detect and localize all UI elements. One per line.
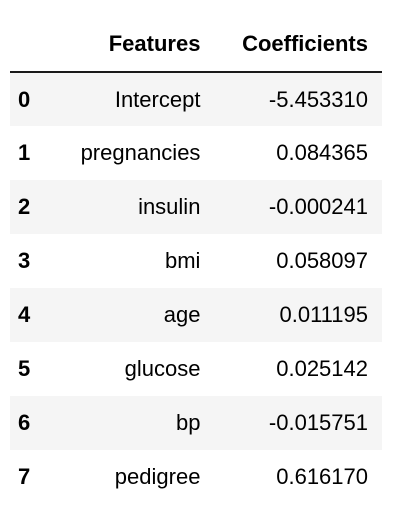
row-index: 6 [18, 410, 31, 435]
feature-cell: Intercept [114, 86, 201, 112]
table-row: 6 bp -0.015751 [10, 396, 382, 450]
feature-cell: bmi [164, 248, 201, 273]
feature-cell: pedigree [114, 464, 201, 489]
row-index: 4 [18, 302, 31, 327]
feature-cell: age [163, 302, 201, 327]
header-row: Features Coefficients [10, 17, 382, 73]
row-index: 2 [18, 194, 31, 219]
index-column-header [10, 17, 59, 73]
coefficient-cell: 0.058097 [276, 248, 368, 273]
feature-cell: pregnancies [80, 140, 201, 165]
coefficients-column-header: Coefficients [214, 17, 382, 73]
coefficient-cell: 0.025142 [276, 356, 368, 381]
row-index: 0 [18, 86, 31, 112]
row-index: 1 [18, 140, 31, 165]
coefficient-cell: -0.000241 [268, 194, 368, 219]
coefficient-cell: 0.011195 [279, 302, 369, 327]
feature-cell: glucose [124, 356, 201, 381]
row-index: 3 [18, 248, 31, 273]
table-row: 0 Intercept -5.453310 [10, 72, 382, 126]
coefficient-cell: -5.453310 [268, 86, 368, 112]
feature-cell: insulin [138, 194, 201, 219]
row-index: 7 [18, 464, 31, 489]
coefficients-table: Features Coefficients 0 Intercept -5.453… [10, 17, 382, 504]
table-header: Features Coefficients [10, 17, 382, 73]
coefficient-cell: 0.616170 [276, 464, 368, 489]
coefficient-cell: -0.015751 [268, 410, 368, 435]
table-row: 5 glucose 0.025142 [10, 342, 382, 396]
features-column-header: Features [58, 17, 215, 73]
coefficient-cell: 0.084365 [276, 140, 368, 165]
table-row: 2 insulin -0.000241 [10, 180, 382, 234]
table-row: 3 bmi 0.058097 [10, 234, 382, 288]
feature-cell: bp [175, 410, 201, 435]
table-row: 1 pregnancies 0.084365 [10, 126, 382, 180]
row-index: 5 [18, 356, 31, 381]
table-body: 0 Intercept -5.453310 1 pregnancies 0.08… [10, 72, 382, 504]
table-row: 7 pedigree 0.616170 [10, 450, 382, 504]
table-row: 4 age 0.011195 [10, 288, 382, 342]
